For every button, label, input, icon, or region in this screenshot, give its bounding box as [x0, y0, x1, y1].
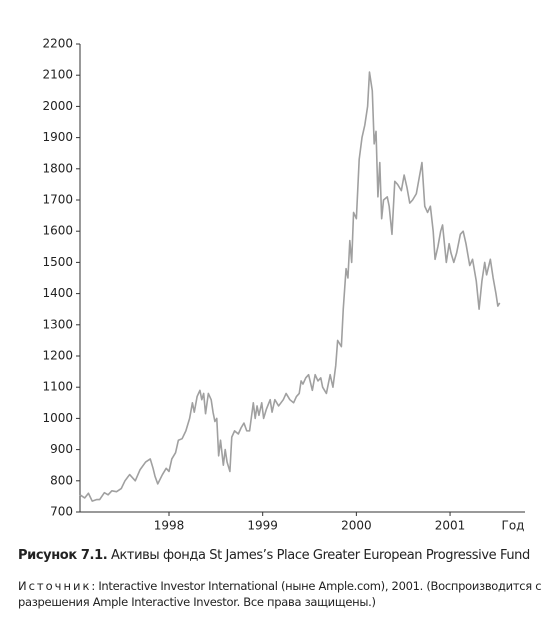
y-tick-label: 1500 — [42, 255, 73, 269]
source: Источник: Interactive Investor Internati… — [18, 578, 546, 610]
y-tick-label: 1000 — [42, 411, 73, 425]
x-axis-label: Год — [502, 519, 525, 533]
y-tick-label: 1800 — [42, 161, 73, 175]
y-tick-label: 2100 — [42, 68, 73, 82]
y-tick-label: 900 — [50, 442, 73, 456]
caption-text: Активы фонда St James’s Place Greater Eu… — [110, 548, 530, 563]
source-text: : Interactive Investor International (ны… — [18, 579, 542, 609]
y-tick-label: 1400 — [42, 286, 73, 300]
x-tick-label: 1999 — [247, 519, 278, 533]
x-tick-label: 1998 — [154, 519, 185, 533]
y-tick-label: 2200 — [42, 37, 73, 51]
y-tick-label: 1200 — [42, 349, 73, 363]
y-tick-label: 1700 — [42, 193, 73, 207]
y-tick-label: 1300 — [42, 317, 73, 331]
y-tick-label: 1600 — [42, 224, 73, 238]
y-tick-label: 800 — [50, 473, 73, 487]
source-label: Источник — [18, 579, 92, 593]
y-tick-label: 700 — [50, 505, 73, 519]
figure-label: Рисунок 7.1. — [18, 548, 108, 563]
chart: Год 700 800 900 1000 1100 1200 1300 1400 1500 160… — [42, 37, 525, 533]
x-tick-label: 2000 — [341, 519, 372, 533]
y-tick-label: 1900 — [42, 130, 73, 144]
y-tick-label: 1100 — [42, 380, 73, 394]
y-tick-label: 2000 — [42, 99, 73, 113]
x-tick-label: 2001 — [435, 519, 466, 533]
data-line — [79, 71, 501, 502]
caption: Рисунок 7.1. Активы фонда St James’s Pla… — [18, 548, 543, 563]
